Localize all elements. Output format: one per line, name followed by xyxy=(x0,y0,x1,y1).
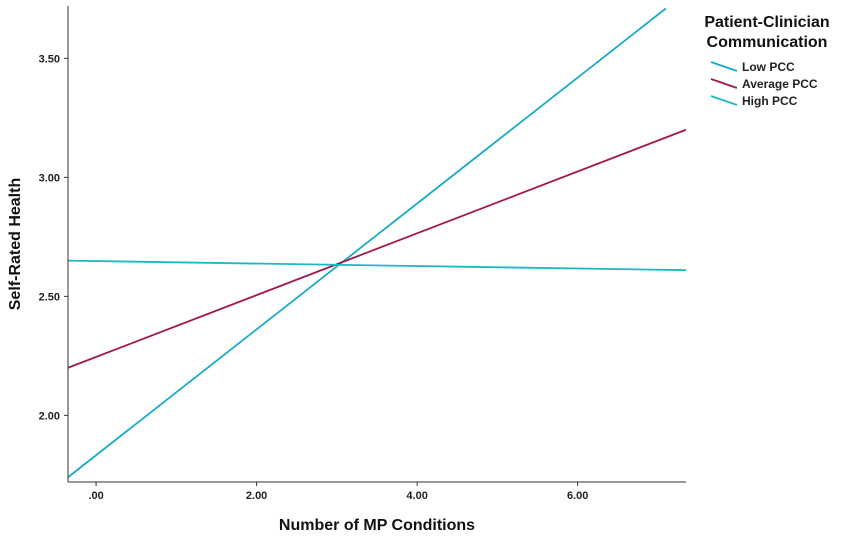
x-axis-ticks: .00 2.00 4.00 6.00 xyxy=(88,482,588,502)
series-line-low-pcc xyxy=(67,7,667,478)
legend-swatch-low-pcc xyxy=(710,61,738,72)
legend-swatch-high-pcc xyxy=(710,95,738,106)
y-tick-label: 3.00 xyxy=(39,172,60,184)
y-axis-ticks: 2.00 2.50 3.00 3.50 xyxy=(39,53,68,422)
legend-items: Low PCC Average PCC High PCC xyxy=(710,60,818,108)
plot-lines xyxy=(67,7,687,478)
legend-label-average-pcc: Average PCC xyxy=(742,77,818,91)
series-line-high-pcc xyxy=(67,259,687,272)
x-tick-label: 4.00 xyxy=(406,490,427,502)
legend-label-low-pcc: Low PCC xyxy=(742,60,795,74)
legend-title-line-2: Communication xyxy=(707,34,828,51)
x-tick-label: .00 xyxy=(88,490,103,502)
y-tick-label: 2.50 xyxy=(39,291,60,303)
legend-title-line-1: Patient-Clinician xyxy=(704,14,829,31)
y-tick-label: 2.00 xyxy=(39,410,60,422)
legend: Patient-Clinician Communication Low PCC A… xyxy=(704,14,829,108)
x-tick-label: 2.00 xyxy=(246,490,267,502)
x-axis-title: Number of MP Conditions xyxy=(279,517,475,534)
series-line-average-pcc xyxy=(67,128,687,369)
y-axis-title: Self-Rated Health xyxy=(7,178,24,310)
legend-label-high-pcc: High PCC xyxy=(742,94,798,108)
x-tick-label: 6.00 xyxy=(567,490,588,502)
legend-swatch-average-pcc xyxy=(710,78,738,89)
y-tick-label: 3.50 xyxy=(39,53,60,65)
